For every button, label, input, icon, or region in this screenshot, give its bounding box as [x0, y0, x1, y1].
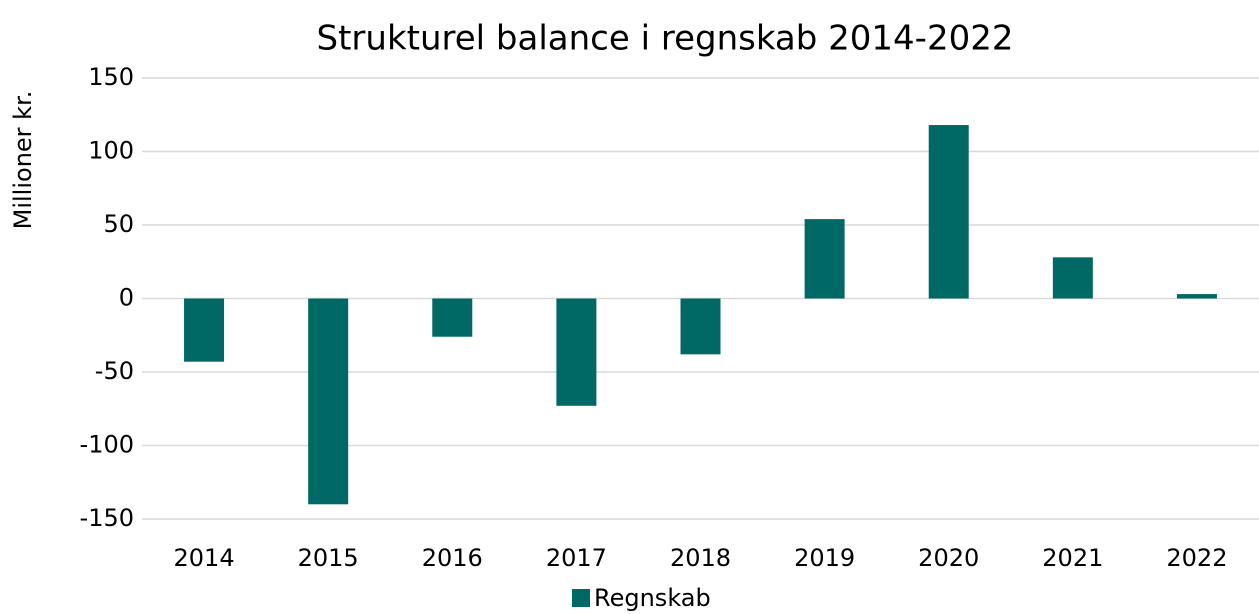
bar	[556, 298, 597, 406]
bar	[432, 298, 473, 337]
y-tick-label: -150	[80, 504, 134, 532]
legend-label: Regnskab	[594, 584, 711, 612]
bar	[308, 298, 349, 505]
x-tick-label: 2016	[422, 544, 483, 572]
y-tick-label: -50	[95, 357, 134, 385]
bar	[680, 298, 721, 355]
bar	[184, 298, 225, 362]
y-tick-label: -100	[80, 431, 134, 459]
bar	[928, 125, 969, 299]
x-tick-label: 2017	[546, 544, 607, 572]
x-tick-label: 2021	[1042, 544, 1103, 572]
x-tick-label: 2019	[794, 544, 855, 572]
x-tick-label: 2015	[298, 544, 359, 572]
chart-title: Strukturel balance i regnskab 2014-2022	[317, 19, 1014, 59]
bar	[804, 219, 845, 299]
y-tick-label: 0	[119, 284, 134, 312]
y-tick-label: 100	[88, 137, 134, 165]
legend-swatch	[572, 589, 590, 607]
x-tick-label: 2020	[918, 544, 979, 572]
y-tick-label: 50	[103, 210, 134, 238]
y-tick-label: 150	[88, 63, 134, 91]
bar	[1176, 294, 1217, 299]
x-tick-label: 2022	[1166, 544, 1227, 572]
y-axis-label: Millioner kr.	[9, 91, 37, 230]
bar	[1052, 257, 1093, 299]
x-tick-label: 2018	[670, 544, 731, 572]
x-tick-label: 2014	[174, 544, 235, 572]
